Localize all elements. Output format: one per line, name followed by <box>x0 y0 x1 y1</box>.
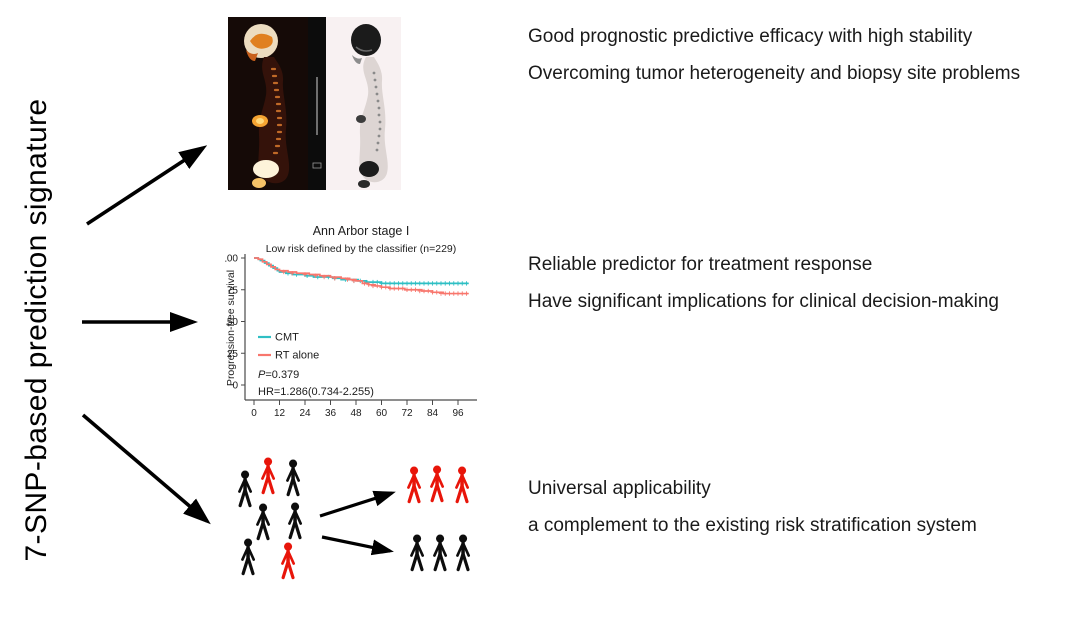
person-figure-red <box>429 463 445 503</box>
flow-arrow <box>319 490 396 518</box>
person-figure-black <box>285 457 301 497</box>
pet-color-panel <box>228 17 326 190</box>
km-hazard-ratio: HR=1.286(0.734-2.255) <box>258 386 374 398</box>
benefit-text: Reliable predictor for treatment respons… <box>528 254 873 275</box>
person-figure-black <box>240 536 256 576</box>
flow-arrow <box>81 413 211 525</box>
person-figure-red <box>280 540 296 580</box>
flow-arrow <box>321 535 394 556</box>
km-y-tick-label: 50 <box>227 317 239 328</box>
benefit-text: Good prognostic predictive efficacy with… <box>528 26 973 47</box>
low-risk-group <box>409 532 471 572</box>
km-y-tick-label: 25 <box>227 349 239 360</box>
km-title: Ann Arbor stage I <box>313 224 410 238</box>
km-subtitle: Low risk defined by the classifier (n=22… <box>266 243 457 255</box>
person-figure-black <box>287 500 303 540</box>
km-x-tick-label: 24 <box>299 408 311 419</box>
km-x-tick-label: 12 <box>274 408 286 419</box>
pet-benefits: Good prognostic predictive efficacy with… <box>528 18 1020 92</box>
km-legend-label: CMT <box>275 332 299 344</box>
km-y-tick-label: 100 <box>225 254 238 265</box>
person-figure-black <box>455 532 471 572</box>
benefit-text: Universal applicability <box>528 478 711 499</box>
pet-gray-panel <box>326 17 401 190</box>
km-benefits: Reliable predictor for treatment respons… <box>528 246 999 320</box>
km-y-axis-label: Progression-free survival <box>225 270 237 386</box>
signature-title: 7-SNP-based prediction signature <box>20 98 53 562</box>
stratification-benefits: Universal applicability a complement to … <box>528 470 977 544</box>
km-x-tick-label: 48 <box>350 408 362 419</box>
pet-scan-image <box>228 17 401 190</box>
flow-arrow <box>86 145 208 226</box>
km-curve-rt-alone <box>254 257 469 295</box>
km-y-tick-label: 75 <box>227 285 239 296</box>
benefit-text: Overcoming tumor heterogeneity and biops… <box>528 63 1021 84</box>
km-x-tick-label: 36 <box>325 408 337 419</box>
km-plot: Ann Arbor stage I Low risk defined by the… <box>225 224 477 419</box>
person-figure-black <box>255 501 271 541</box>
benefit-text: Have significant implications for clinic… <box>528 291 999 312</box>
person-figure-black <box>432 532 448 572</box>
benefit-text: a complement to the existing risk strati… <box>528 515 977 536</box>
km-y-tick-label: 0 <box>232 381 238 392</box>
person-figure-black <box>409 532 425 572</box>
person-figure-black <box>237 468 253 508</box>
km-x-tick-label: 0 <box>251 408 257 419</box>
high-risk-group <box>406 463 470 504</box>
km-legend-label: RT alone <box>275 350 319 362</box>
mixed-cohort <box>237 455 303 580</box>
person-figure-red <box>454 464 470 504</box>
km-x-tick-label: 72 <box>401 408 413 419</box>
km-p-value: P=0.379 <box>258 369 299 381</box>
person-figure-red <box>406 464 422 504</box>
person-figure-red <box>260 455 276 495</box>
km-x-tick-label: 60 <box>376 408 388 419</box>
km-x-tick-label: 84 <box>427 408 439 419</box>
km-x-tick-label: 96 <box>452 408 464 419</box>
